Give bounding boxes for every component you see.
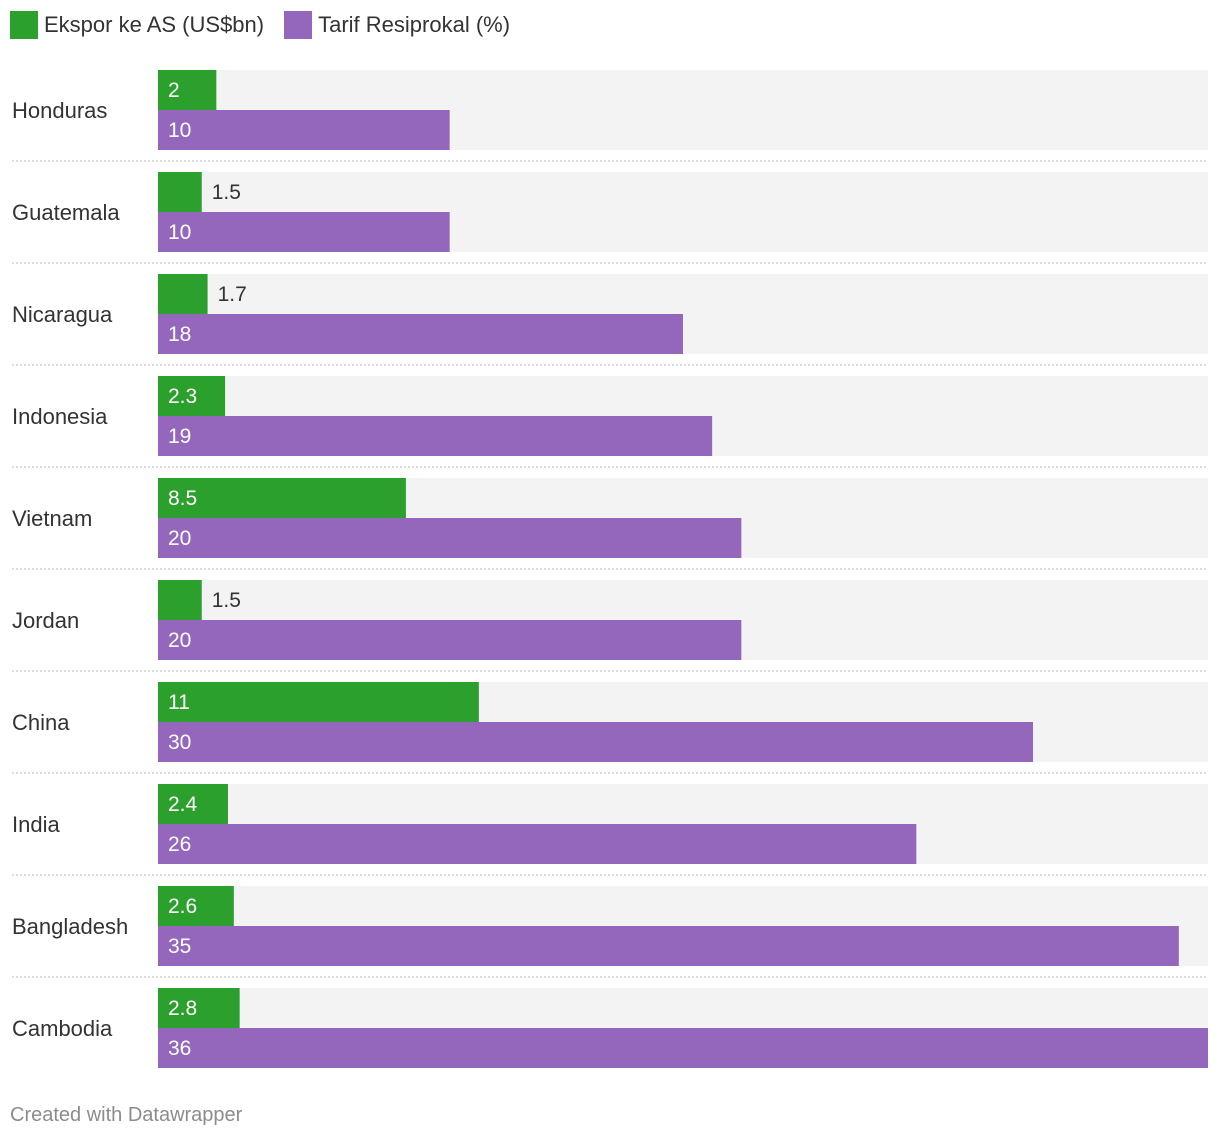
legend-swatch-tariff (284, 11, 313, 39)
category-label-nicaragua: Nicaragua (12, 302, 113, 327)
bar-exports-jordan (158, 580, 202, 620)
value-label-tariff-bangladesh: 35 (168, 935, 191, 958)
category-label-india: India (12, 812, 60, 837)
bar-exports-indonesia (158, 376, 226, 416)
value-label-tariff-cambodia: 36 (168, 1037, 191, 1060)
value-label-tariff-jordan: 20 (168, 629, 191, 652)
category-label-china: China (12, 710, 70, 735)
bar-tariff-india (158, 824, 917, 864)
category-label-vietnam: Vietnam (12, 506, 92, 531)
bar-exports-bangladesh (158, 886, 234, 926)
value-label-exports-cambodia: 2.8 (168, 997, 197, 1020)
legend-label-exports: Ekspor ke AS (US$bn) (44, 12, 265, 37)
category-label-guatemala: Guatemala (12, 200, 120, 225)
value-label-exports-bangladesh: 2.6 (168, 895, 197, 918)
value-label-tariff-nicaragua: 18 (168, 323, 191, 346)
bar-exports-vietnam (158, 478, 406, 518)
bar-tariff-honduras (158, 110, 450, 150)
bar-tariff-indonesia (158, 416, 713, 456)
category-label-bangladesh: Bangladesh (12, 914, 128, 939)
category-label-jordan: Jordan (12, 608, 79, 633)
value-label-exports-indonesia: 2.3 (168, 385, 197, 408)
bar-exports-nicaragua (158, 274, 208, 314)
value-label-tariff-guatemala: 10 (168, 221, 191, 244)
category-label-cambodia: Cambodia (12, 1016, 113, 1041)
bar-exports-cambodia (158, 988, 240, 1028)
bar-tariff-china (158, 722, 1033, 762)
value-label-tariff-india: 26 (168, 833, 191, 856)
bar-tariff-guatemala (158, 212, 450, 252)
bar-exports-honduras (158, 70, 217, 110)
bar-tariff-vietnam (158, 518, 742, 558)
value-label-exports-guatemala: 1.5 (212, 181, 241, 204)
value-label-exports-china: 11 (168, 691, 190, 714)
bar-exports-guatemala (158, 172, 202, 212)
value-label-exports-honduras: 2 (168, 79, 180, 102)
bar-tariff-jordan (158, 620, 742, 660)
category-label-indonesia: Indonesia (12, 404, 108, 429)
bar-tariff-nicaragua (158, 314, 683, 354)
legend-item-exports: Ekspor ke AS (US$bn) (10, 11, 264, 39)
value-label-exports-nicaragua: 1.7 (218, 283, 247, 306)
value-label-exports-india: 2.4 (168, 793, 198, 816)
bar-exports-china (158, 682, 479, 722)
value-label-exports-vietnam: 8.5 (168, 487, 197, 510)
value-label-tariff-vietnam: 20 (168, 527, 191, 550)
footer-credit: Created with Datawrapper (10, 1104, 243, 1126)
legend-label-tariff: Tarif Resiprokal (%) (318, 12, 511, 37)
category-label-honduras: Honduras (12, 98, 107, 123)
bar-tariff-bangladesh (158, 926, 1179, 966)
legend: Ekspor ke AS (US$bn) Tarif Resiprokal (%… (10, 10, 530, 40)
value-label-exports-jordan: 1.5 (212, 589, 241, 612)
value-label-tariff-honduras: 10 (168, 119, 191, 142)
value-label-tariff-indonesia: 19 (168, 425, 191, 448)
bar-exports-india (158, 784, 228, 824)
bar-tariff-cambodia (158, 1028, 1208, 1068)
value-label-tariff-china: 30 (168, 731, 191, 754)
legend-swatch-exports (10, 11, 38, 39)
legend-item-tariff: Tarif Resiprokal (%) (284, 11, 510, 39)
